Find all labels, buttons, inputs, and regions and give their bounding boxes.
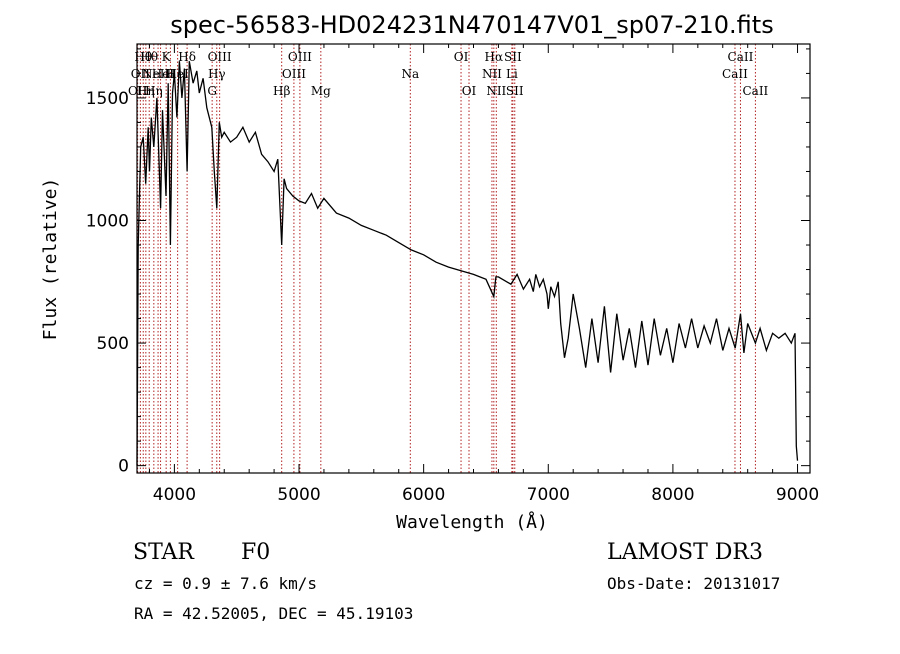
- x-axis-label: Wavelength (Å): [396, 511, 548, 533]
- line-label-14: OIII: [208, 50, 232, 64]
- line-label-0: OII: [128, 84, 148, 98]
- survey-name: LAMOST DR3: [607, 540, 763, 565]
- y-tick-label-3: 1500: [86, 89, 129, 109]
- spectrum-series: [136, 61, 799, 466]
- line-label-24: NII: [486, 84, 506, 98]
- line-label-25: Li: [506, 67, 518, 81]
- line-label-12: G: [207, 84, 217, 98]
- y-axis-label: Flux (relative): [40, 178, 61, 341]
- line-label-5: Hη: [145, 84, 163, 98]
- line-label-2: Hθ: [134, 50, 152, 64]
- line-label-13: Hγ: [208, 67, 226, 81]
- line-label-19: Na: [401, 67, 419, 81]
- line-label-26: SII: [504, 50, 522, 64]
- line-label-6: NeIII: [142, 67, 174, 81]
- line-label-20: OI: [454, 50, 469, 64]
- x-tick-label-2: 6000: [402, 485, 445, 505]
- x-tick-label-4: 8000: [651, 485, 694, 505]
- line-label-30: CaII: [742, 84, 768, 98]
- coordinates: RA = 42.52005, DEC = 45.19103: [134, 604, 413, 623]
- y-tick-label-0: 0: [118, 457, 129, 477]
- line-label-1: OII: [131, 67, 151, 81]
- line-label-10: HeI: [166, 67, 189, 81]
- line-label-15: Hβ: [273, 84, 290, 98]
- line-label-17: OIII: [288, 50, 312, 64]
- line-label-4: Hθ: [140, 50, 158, 64]
- x-tick-label-0: 4000: [153, 485, 196, 505]
- observation-date: Obs-Date: 20131017: [607, 574, 780, 593]
- line-label-22: NII: [482, 67, 502, 81]
- line-label-9: H: [165, 67, 175, 81]
- line-label-21: OI: [462, 84, 477, 98]
- line-label-29: CaII: [728, 50, 754, 64]
- line-label-28: CaII: [722, 67, 748, 81]
- plot-frame: [136, 43, 811, 474]
- line-label-23: Hα: [485, 50, 504, 64]
- axes: 4000 5000 6000 7000 8000 9000 0 500 1000 1500: [86, 44, 819, 505]
- chart-title: spec-56583-HD024231N470147V01_sp07-210.f…: [170, 11, 773, 39]
- line-label-7: He: [152, 67, 170, 81]
- line-label-8: K: [162, 50, 172, 64]
- line-label-18: Mg: [311, 84, 331, 98]
- line-label-3: Hη: [137, 84, 155, 98]
- line-label-27: SII: [506, 84, 524, 98]
- x-tick-label-3: 7000: [527, 485, 570, 505]
- spectral-line-markers: [137, 44, 756, 473]
- x-tick-label-1: 5000: [277, 485, 320, 505]
- y-tick-label-1: 500: [97, 334, 129, 354]
- redshift-velocity: cz = 0.9 ± 7.6 km/s: [134, 574, 317, 593]
- line-label-11: Hδ: [178, 50, 196, 64]
- object-subclass: F0: [241, 540, 270, 565]
- x-tick-label-5: 9000: [776, 485, 819, 505]
- line-label-16: OIII: [282, 67, 306, 81]
- y-tick-label-2: 1000: [86, 212, 129, 232]
- object-class: STAR: [133, 540, 195, 565]
